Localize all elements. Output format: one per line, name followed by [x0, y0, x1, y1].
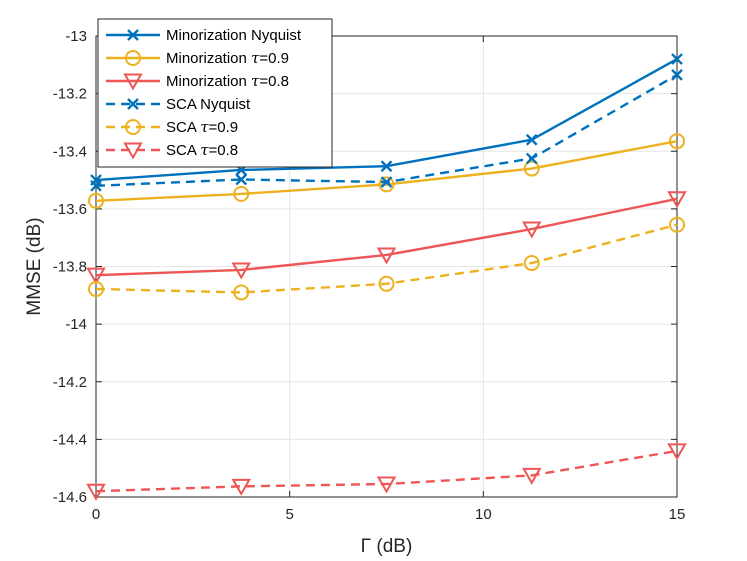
data-point	[376, 247, 397, 265]
legend-label: SCA Nyquist	[166, 96, 251, 113]
data-point	[231, 262, 251, 280]
y-tick-label: -14.2	[53, 374, 87, 391]
data-point	[522, 221, 542, 239]
y-tick-label: -13.6	[53, 201, 87, 218]
legend-box	[97, 18, 333, 168]
series-2	[86, 191, 687, 285]
data-point	[523, 160, 540, 177]
legend-marker	[123, 73, 143, 91]
legend-label: SCA τ=0.8	[166, 141, 238, 159]
data-point	[667, 443, 687, 461]
legend-entry: Minorization Nyquist	[106, 27, 302, 44]
series-line	[95, 139, 678, 203]
data-point	[235, 173, 248, 186]
data-point	[88, 192, 104, 209]
data-point	[86, 267, 106, 285]
series-line	[95, 223, 678, 294]
y-tick-label: -14.6	[53, 489, 87, 506]
data-point	[525, 152, 538, 165]
legend-marker	[127, 29, 139, 41]
legend-label: Minorization τ=0.8	[166, 72, 289, 90]
data-point	[671, 53, 683, 65]
data-point	[523, 255, 540, 272]
x-tick-label: 10	[475, 506, 492, 523]
tick-labels: 0 5 10 15 -14.6 -14.4 -14.2 -14 -13.8 -13.6 -13.4 -…	[53, 28, 686, 523]
legend-entry: Minorization τ=0.8	[106, 72, 289, 91]
data-point	[522, 467, 542, 485]
data-point	[233, 185, 250, 202]
series-line	[95, 197, 678, 277]
legend-marker	[127, 98, 139, 110]
series-4	[88, 216, 685, 301]
legend-marker	[125, 50, 141, 66]
x-tick-label: 5	[285, 506, 293, 523]
y-tick-label: -14.4	[53, 431, 87, 448]
x-tick-label: 15	[669, 506, 686, 523]
legend-marker	[125, 119, 141, 135]
series-5	[86, 443, 687, 501]
data-point	[86, 483, 106, 501]
data-point	[90, 179, 102, 192]
legend-entry: SCA τ=0.9	[106, 118, 238, 136]
legend-label: SCA τ=0.9	[166, 118, 238, 136]
x-tick-label: 0	[92, 506, 100, 523]
legend-label: Minorization Nyquist	[166, 27, 302, 44]
data-point	[378, 275, 395, 292]
data-point	[378, 176, 395, 193]
series-lines	[86, 53, 687, 501]
x-axis-label: Γ (dB)	[361, 536, 413, 557]
y-tick-label: -13	[65, 28, 87, 45]
series-1	[88, 133, 685, 209]
y-tick-label: -14	[65, 316, 87, 333]
legend-label: Minorization τ=0.9	[166, 49, 289, 67]
series-3	[90, 69, 683, 192]
legend-marker	[123, 142, 143, 160]
y-tick-label: -13.4	[53, 143, 87, 160]
data-point	[231, 478, 251, 496]
data-point	[669, 133, 685, 150]
data-point	[525, 133, 538, 146]
series-line	[95, 449, 678, 493]
data-point	[380, 176, 393, 188]
data-point	[669, 216, 685, 233]
data-point	[88, 280, 104, 297]
legend: Minorization Nyquist Minorization τ=0.9 Mi…	[97, 18, 333, 168]
data-point	[233, 284, 250, 301]
legend-entry: SCA τ=0.8	[106, 141, 238, 160]
y-tick-label: -13.2	[53, 86, 87, 103]
data-point	[671, 69, 683, 81]
data-point	[380, 160, 393, 173]
data-point	[667, 191, 687, 209]
legend-entry: Minorization τ=0.9	[106, 49, 289, 67]
data-point	[376, 476, 397, 494]
legend-entry: SCA Nyquist	[106, 96, 251, 113]
y-tick-label: -13.8	[53, 259, 87, 276]
y-axis-label: MMSE (dB)	[24, 217, 45, 315]
